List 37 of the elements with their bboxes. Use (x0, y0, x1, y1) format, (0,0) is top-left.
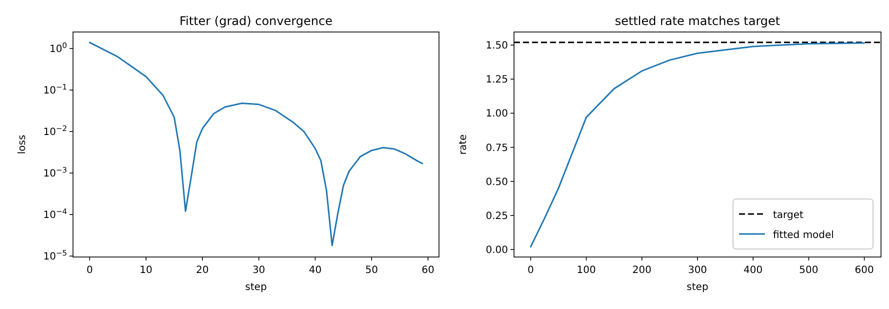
y-tick-label: 0.50 (486, 176, 508, 188)
x-tick-label: 0 (86, 265, 93, 276)
y-tick-label: 10$^{0}$ (49, 40, 68, 56)
y-tick-label: 10$^{−5}$ (43, 248, 68, 263)
legend-label: fitted model (773, 230, 834, 241)
x-tick-label: 300 (688, 265, 708, 276)
y-axis-title: rate (458, 134, 469, 155)
x-tick-label: 30 (252, 265, 266, 276)
chart-title: settled rate matches target (614, 14, 780, 28)
x-tick-label: 40 (308, 265, 322, 276)
x-tick-label: 0 (527, 265, 534, 276)
y-tick-label: 1.00 (486, 108, 508, 120)
x-axis-title: step (686, 282, 708, 293)
line-series (530, 42, 866, 248)
y-axis-title: loss (17, 134, 28, 154)
y-tick-label: 10$^{−2}$ (43, 124, 68, 138)
y-tick-label: 0.25 (486, 210, 508, 222)
x-tick-label: 20 (196, 265, 209, 276)
y-tick-label: 10$^{−4}$ (43, 206, 68, 222)
x-tick-label: 400 (744, 265, 763, 276)
y-tick-label: 0.00 (486, 245, 508, 256)
y-tick-label: 10$^{−1}$ (43, 82, 68, 97)
y-tick-label: 0.75 (486, 142, 508, 154)
x-tick-label: 60 (422, 265, 434, 276)
legend-label: target (773, 210, 804, 221)
chart-title: Fitter (grad) convergence (180, 14, 332, 28)
x-axis-title: step (245, 282, 267, 293)
y-tick-label: 10$^{−3}$ (43, 165, 68, 180)
x-tick-label: 100 (576, 265, 596, 276)
y-tick-label: 1.50 (486, 40, 508, 52)
x-tick-label: 600 (854, 265, 874, 276)
x-tick-label: 200 (632, 265, 652, 276)
line-series (88, 42, 424, 246)
x-tick-label: 10 (140, 265, 152, 276)
y-tick-label: 1.25 (486, 74, 508, 86)
x-tick-label: 500 (799, 265, 818, 276)
x-tick-label: 50 (365, 265, 378, 276)
